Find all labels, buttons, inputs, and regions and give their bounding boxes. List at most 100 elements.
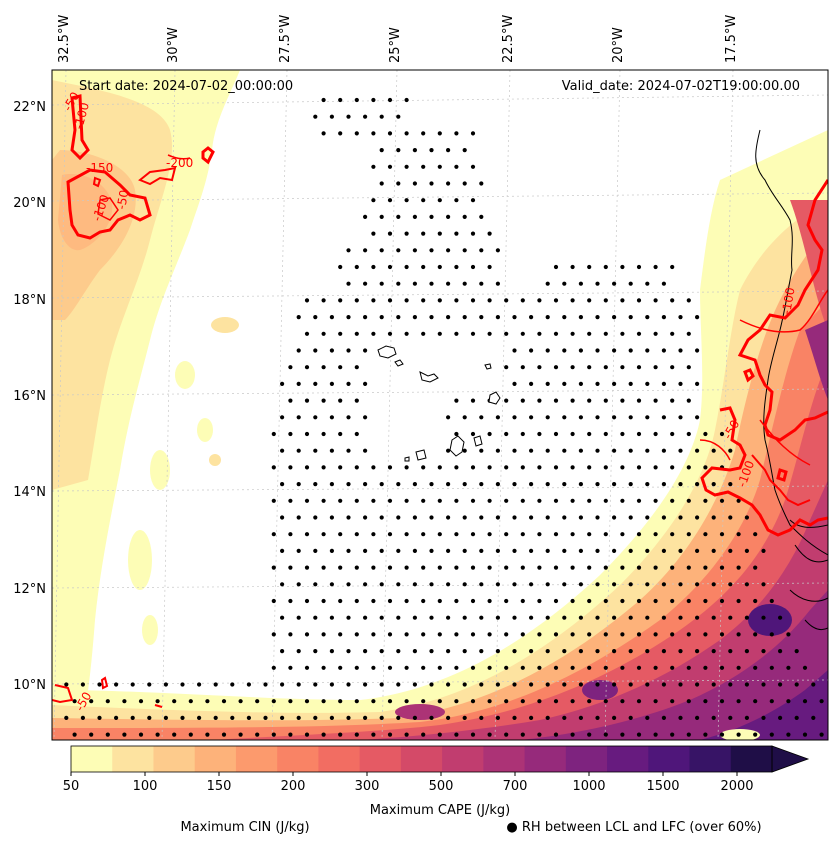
rh-dot [296,448,301,453]
rh-dot [147,715,152,721]
lon-tick-label: 25°W [388,27,403,63]
rh-dot [744,682,750,687]
rh-dot [346,415,351,420]
rh-dot [695,515,700,520]
rh-dot [379,582,384,587]
rh-dot [329,548,334,554]
rh-dot [612,415,617,420]
rh-dot [686,632,691,637]
rh-dot [446,415,451,420]
rh-dot [462,515,467,520]
rh-dot [811,715,816,721]
rh-dot [495,415,500,420]
rh-dot [404,565,409,570]
rh-dot [545,415,550,420]
rh-dot [280,615,285,620]
rh-dot [379,114,384,119]
rh-dot [711,515,716,520]
rh-dot [338,498,343,503]
rh-dot [512,515,517,520]
rh-dot [221,732,227,737]
rh-dot [454,565,459,570]
rh-dot [670,565,675,570]
rh-dot [446,281,451,286]
rh-dot [628,615,633,620]
rh-dot [296,381,301,386]
rh-dot [703,632,708,637]
rh-dot [313,315,318,320]
rh-dot [653,331,658,336]
rh-dot [620,532,625,537]
rh-dot [288,732,293,737]
rh-dot [570,465,575,470]
rh-dot [72,699,77,704]
colorbar-tick-label: 500 [429,779,454,794]
rh-dot [429,615,434,620]
rh-dot [479,548,484,554]
rh-dot [595,715,600,721]
rh-dot [678,548,683,554]
cape-colorbar [70,745,810,773]
rh-dot [545,348,550,353]
rh-dot [404,598,409,604]
rh-dot [205,699,210,704]
rh-dot [396,649,401,654]
rh-dot [744,649,750,654]
rh-dot [321,699,326,704]
rh-dot [703,565,708,570]
rh-dot [387,131,393,136]
rh-dot [570,298,575,303]
rh-dot [371,331,376,336]
rh-dot [529,315,534,320]
rh-dot [595,548,600,554]
rh-dot [661,348,667,353]
colorbar-segment [730,746,773,772]
rh-dot [628,315,633,320]
rh-dot [280,649,285,654]
rh-dot [553,331,559,336]
cin-contour-label: -200 [166,156,193,170]
rh-dot [421,598,426,604]
lat-tick-label: 20°N [13,196,46,211]
cape-fill-east [52,130,828,740]
rh-dot [537,565,542,570]
rh-dot [487,231,492,236]
rh-dot [537,532,542,537]
colorbar-tick-label: 150 [207,779,232,794]
rh-dot [354,298,359,303]
rh-dot [661,582,667,587]
rh-dot [595,482,600,487]
rh-dot [371,665,376,670]
rh-dot [288,532,293,537]
rh-dot [504,431,509,437]
rh-dot [379,148,384,153]
rh-dot [520,532,525,537]
rh-dot [612,649,617,654]
rh-dot [387,532,393,537]
rh-dot [321,365,326,370]
rh-dot [470,298,476,303]
colorbar-tick-label: 50 [63,779,80,794]
rh-dot [553,565,559,570]
rh-dot [379,515,384,520]
rh-dot [462,582,467,587]
rh-dot [686,498,691,503]
rh-dot [487,264,492,270]
rh-dot [512,682,517,687]
rh-dot [504,532,509,537]
rh-dot [670,365,675,370]
rh-dot [628,415,633,420]
rh-dot [421,198,426,203]
rh-dot [354,264,359,270]
rh-dot [437,632,442,637]
colorbar-segment [442,746,484,772]
rh-dot [562,315,567,320]
rh-dot [678,448,683,453]
rh-dot [753,699,758,704]
rh-dot [562,515,567,520]
rh-dot [686,598,691,604]
rh-dot [736,532,741,537]
rh-dot [470,665,476,670]
rh-dot [338,565,343,570]
rh-dot [470,532,476,537]
